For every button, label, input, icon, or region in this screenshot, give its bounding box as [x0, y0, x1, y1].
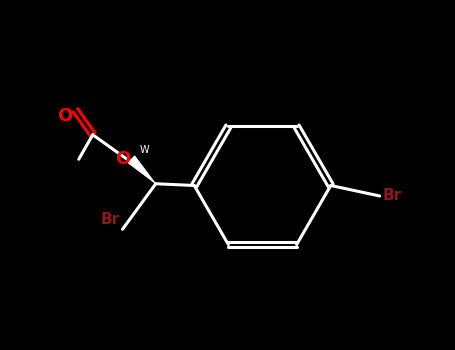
Polygon shape [128, 156, 156, 184]
Text: O: O [57, 107, 72, 125]
Text: W: W [140, 146, 150, 155]
Text: O: O [115, 150, 130, 168]
Text: Br: Br [101, 212, 120, 228]
Text: Br: Br [383, 189, 402, 203]
